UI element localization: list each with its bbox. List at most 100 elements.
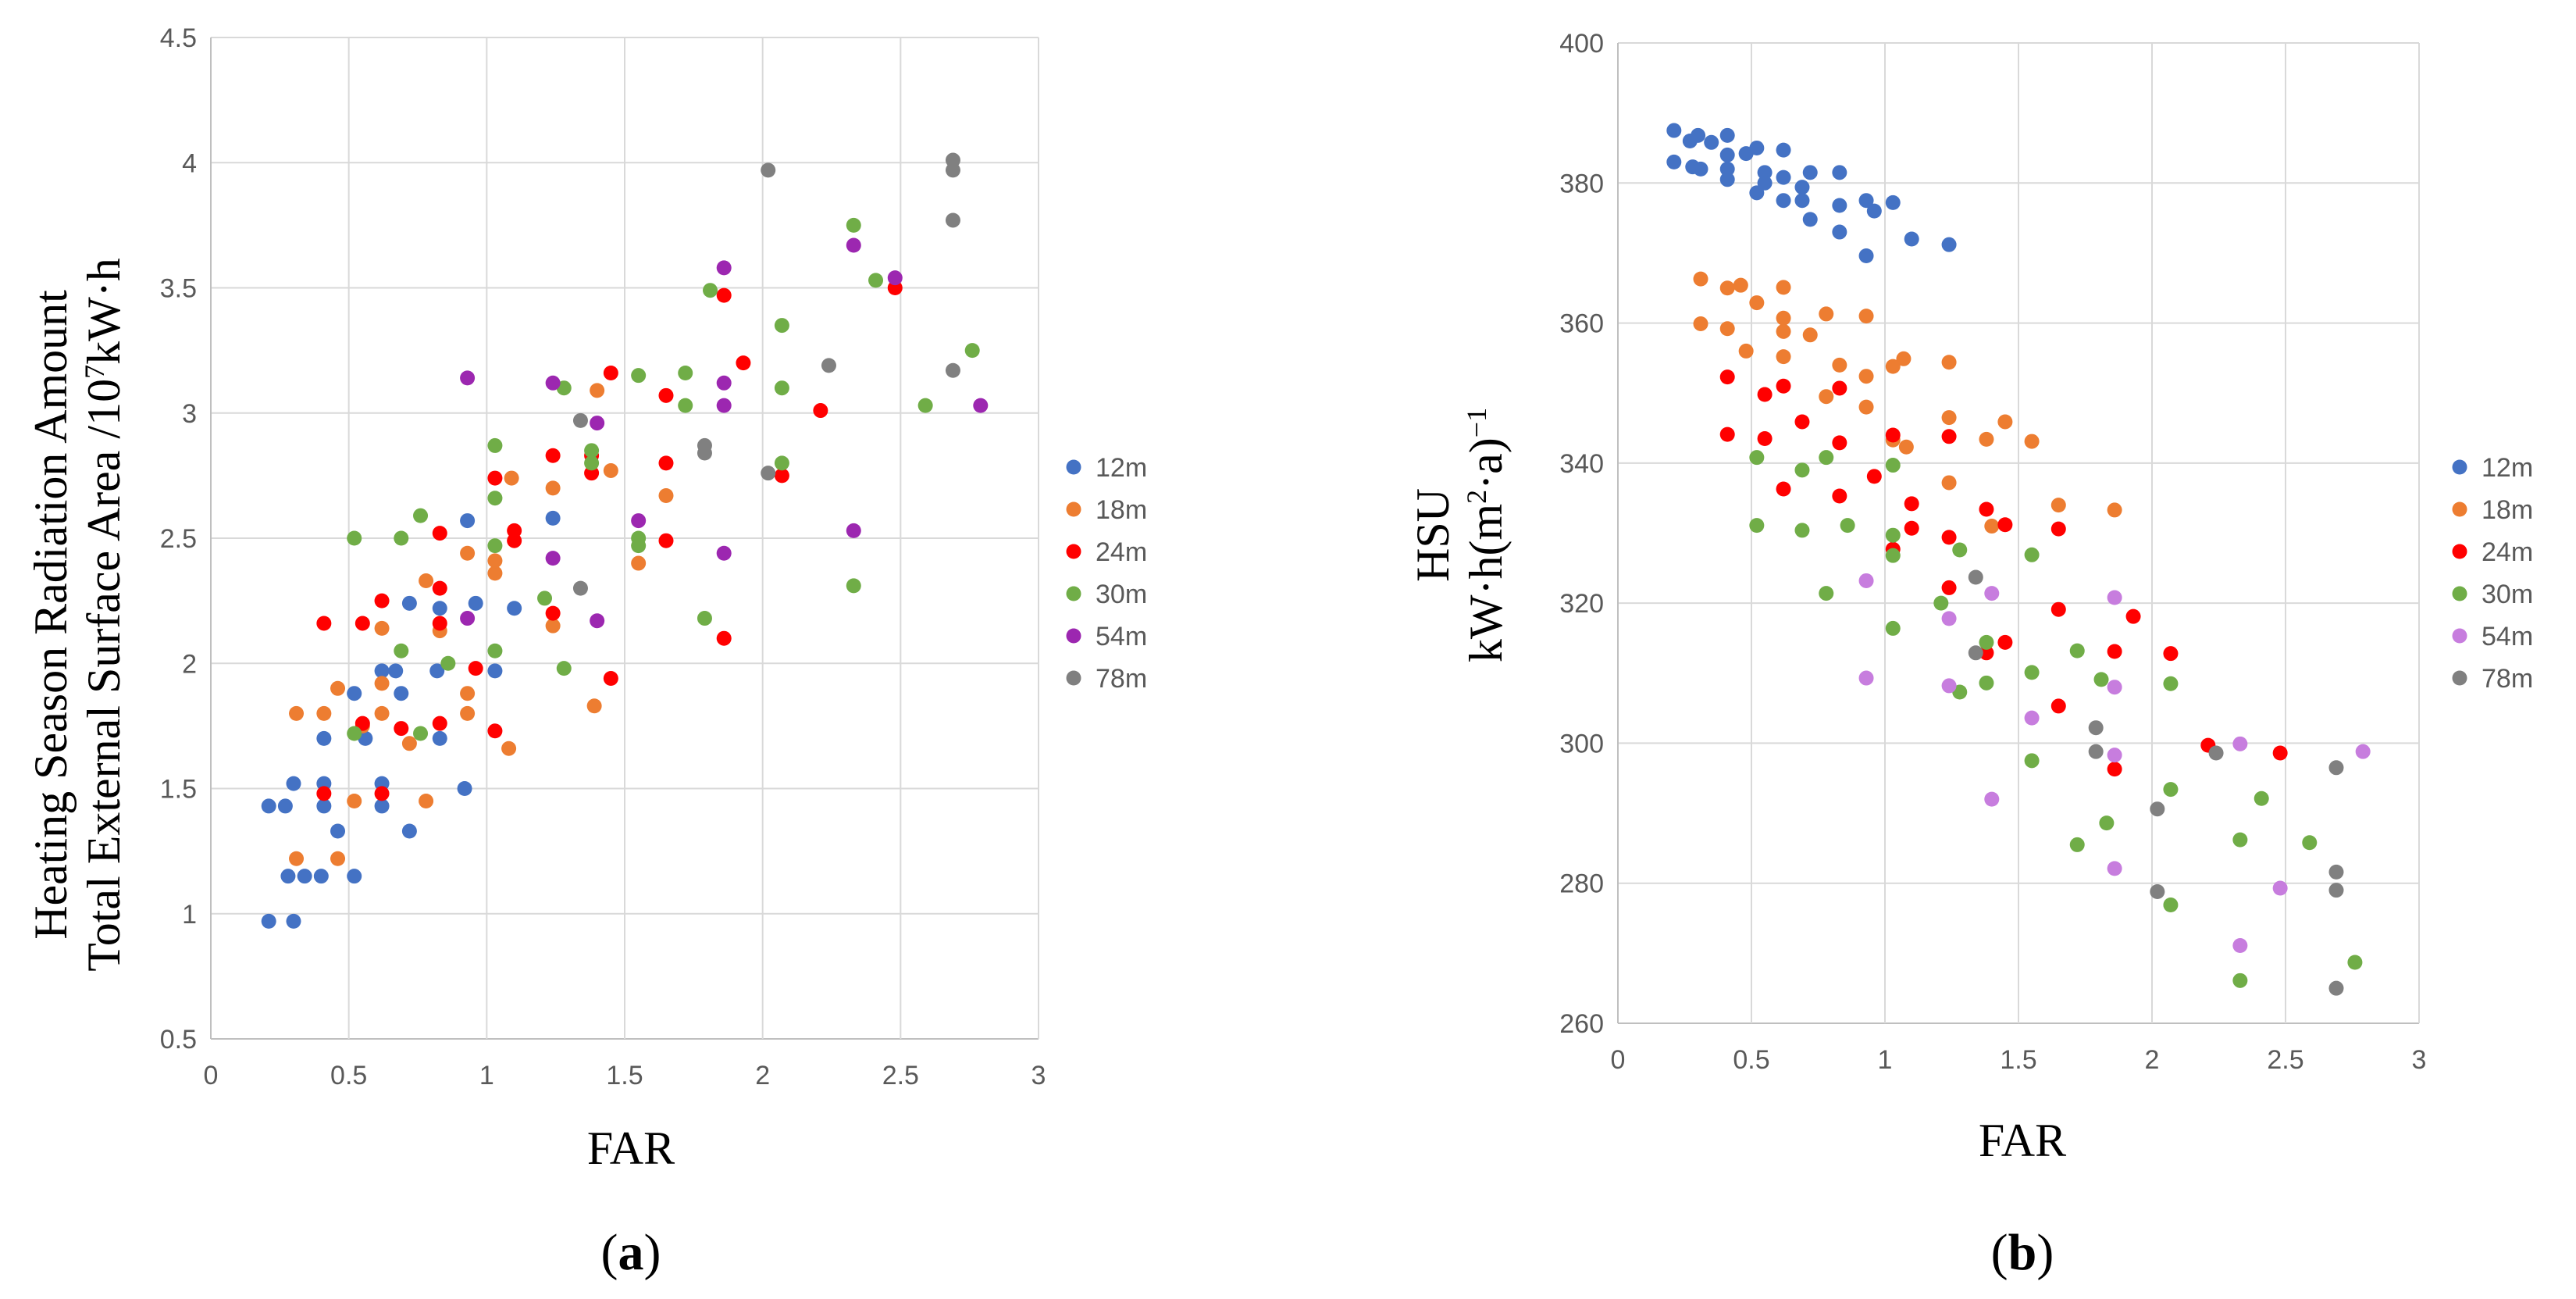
chart-b-point-24m [1979, 501, 1994, 517]
chart-a-point-30m [584, 443, 600, 459]
chart-a-point-12m [277, 798, 293, 814]
chart-a-point-54m [887, 270, 903, 286]
chart-a-point-30m [774, 318, 789, 334]
chart-b-point-12m [1693, 161, 1708, 177]
chart-a-point-18m [501, 741, 517, 756]
chart-a-point-18m [374, 620, 390, 636]
chart-b-point-18m [1719, 321, 1735, 337]
chart-a-point-18m [460, 545, 476, 561]
chart-a-point-12m [401, 595, 417, 611]
chart-a-point-54m [460, 370, 476, 386]
chart-a-point-54m [460, 611, 476, 626]
chart-a-point-24m [658, 387, 674, 403]
chart-a-legend-marker [1066, 586, 1081, 601]
chart-b-point-18m [1898, 439, 1914, 455]
chart-a-point-12m [429, 663, 445, 679]
chart-b-point-18m [1776, 310, 1791, 326]
chart-a-point-54m [846, 523, 861, 538]
chart-a-point-18m [504, 470, 519, 486]
chart-b-point-12m [1776, 170, 1791, 185]
chart-b-point-18m [1719, 280, 1735, 296]
chart-b-legend-label: 24m [2482, 537, 2533, 567]
chart-a-point-12m [316, 798, 332, 814]
chart-a-point-24m [813, 403, 828, 419]
chart-b-point-18m [1819, 389, 1834, 405]
chart-b-point-12m [1832, 198, 1847, 213]
chart-a-point-30m [774, 455, 789, 471]
chart-b-point-12m [1776, 142, 1791, 158]
chart-b-point-12m [1832, 224, 1847, 240]
chart-b-gridlines [1617, 42, 2420, 1024]
chart-a-point-30m [846, 578, 861, 594]
chart-b-point-12m [1858, 248, 1874, 264]
chart-a-point-18m [419, 573, 434, 588]
chart-b-x-tick-label: 2.5 [2267, 1045, 2303, 1075]
chart-a-point-12m [388, 663, 404, 679]
chart-a-point-18m [460, 705, 476, 721]
chart-b-point-18m [1941, 355, 1957, 370]
chart-a-point-24m [603, 365, 618, 380]
chart-b: 260 280 300 320 340 360 380 400 0 0.5 1 1.5 2 2.5 3 12… [1407, 29, 2533, 1281]
chart-b-point-30m [1952, 542, 1968, 558]
chart-a-point-30m [347, 530, 362, 546]
chart-a-point-18m [374, 705, 390, 721]
chart-a-legend-label: 12m [1096, 453, 1147, 483]
chart-a-point-24m [658, 455, 674, 471]
chart-a-point-30m [631, 538, 647, 554]
chart-a-point-12m [330, 823, 346, 839]
chart-a-point-24m [545, 448, 561, 463]
chart-a-x-tick-label: 1 [479, 1061, 494, 1090]
chart-a-legend-label: 24m [1096, 537, 1147, 567]
chart-a-point-24m [507, 533, 522, 548]
chart-b-legend-marker [2452, 459, 2467, 475]
chart-a-point-24m [468, 661, 483, 676]
chart-a-point-54m [631, 513, 647, 529]
chart-a-legend-marker [1066, 670, 1081, 686]
chart-b-points [1666, 123, 2371, 996]
chart-a-point-18m [545, 480, 561, 496]
chart-a-point-54m [716, 375, 732, 391]
chart-b-point-18m [2024, 434, 2040, 449]
chart-b-y-tick-label: 280 [1559, 869, 1604, 899]
chart-b-legend-marker [2452, 628, 2467, 644]
chart-b-point-78m [2150, 883, 2165, 899]
chart-b-point-18m [1733, 277, 1748, 293]
chart-a-point-30m [440, 655, 456, 671]
chart-b-point-12m [1719, 127, 1735, 143]
chart-b-y-tick-label: 400 [1559, 29, 1604, 59]
chart-b-point-30m [2163, 782, 2179, 798]
chart-a-point-30m [487, 491, 503, 506]
chart-a-point-18m [658, 488, 674, 504]
chart-b-x-tick-label: 2 [2145, 1045, 2160, 1075]
chart-b-point-78m [2088, 720, 2104, 736]
chart-a-point-12m [432, 601, 447, 616]
chart-a-legend-label: 54m [1096, 622, 1147, 651]
chart-b-legend: 12m 18m 24m 30m 54m 78m [2452, 453, 2533, 694]
chart-a-legend-label: 18m [1096, 495, 1147, 525]
chart-b-point-24m [2050, 521, 2066, 537]
chart-b-point-30m [1933, 595, 1949, 611]
chart-a-point-30m [774, 380, 789, 396]
chart-b-tick-labels: 260 280 300 320 340 360 380 400 0 0.5 1 1.5 2 2.5 3 [1559, 29, 2426, 1075]
chart-a-point-54m [716, 398, 732, 413]
chart-a-point-54m [716, 545, 732, 561]
chart-b-y-tick-label: 320 [1559, 589, 1604, 619]
chart-a-point-18m [631, 555, 647, 571]
chart-b-point-12m [1719, 161, 1735, 177]
chart-a-gridlines [210, 37, 1039, 1040]
chart-a-y-tick-label: 2.5 [160, 524, 197, 554]
chart-a-x-tick-label: 1.5 [606, 1061, 643, 1090]
chart-a-point-18m [419, 794, 434, 809]
chart-b-point-24m [2107, 644, 2122, 659]
chart-b-point-18m [1738, 343, 1754, 359]
chart-a-point-12m [507, 601, 522, 616]
chart-a-point-18m [603, 462, 618, 478]
chart-a-point-24m [716, 287, 732, 303]
chart-b-x-tick-label: 0.5 [1733, 1045, 1769, 1075]
chart-a-point-12m [347, 686, 362, 701]
chart-b-point-12m [1858, 193, 1874, 209]
chart-b-point-54m [2107, 680, 2122, 695]
panel-label-a: (a) [601, 1224, 661, 1281]
chart-a-point-18m [460, 686, 476, 701]
chart-a-point-54m [545, 551, 561, 566]
